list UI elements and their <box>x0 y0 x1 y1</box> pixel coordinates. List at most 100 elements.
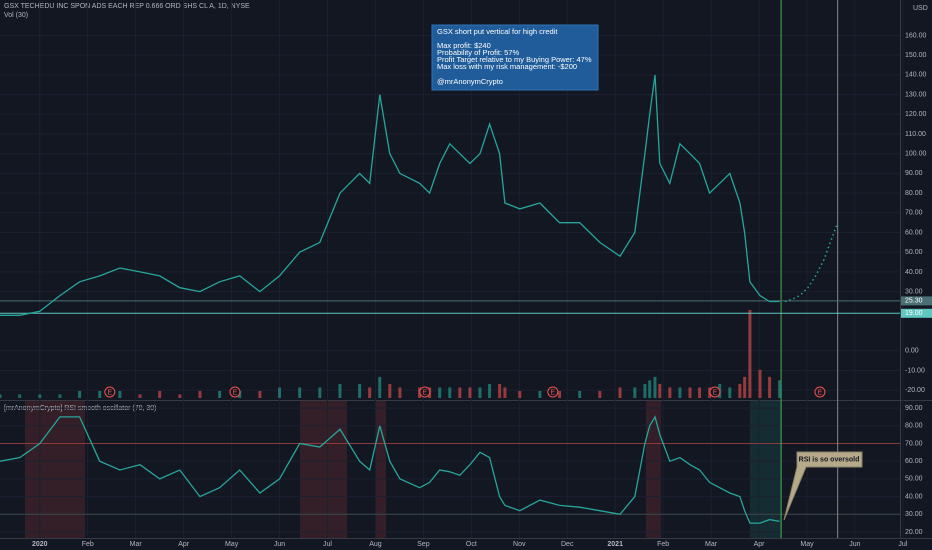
y-tick-label: 100.00 <box>905 151 927 158</box>
x-tick-label: Jun <box>849 541 860 548</box>
volume-bar <box>478 387 482 398</box>
y-tick-label: 60.00 <box>905 229 923 236</box>
rsi-tick-label: 30.00 <box>905 511 923 518</box>
note-background <box>431 24 599 91</box>
volume-bar <box>538 390 542 398</box>
price-label-box <box>901 308 932 318</box>
volume-bar <box>178 394 182 398</box>
callout-shape <box>783 451 863 521</box>
volume-bar <box>698 387 702 398</box>
volume-bar <box>643 383 647 398</box>
volume-bar <box>378 376 382 398</box>
volume-bar <box>658 383 662 398</box>
volume-bar <box>518 390 522 398</box>
volume-bar <box>338 383 342 398</box>
note-line: Max profit: $240 <box>437 41 491 50</box>
y-tick-label: 90.00 <box>905 170 923 177</box>
rsi-line <box>0 415 780 524</box>
price-label-box <box>901 296 932 306</box>
volume-bar <box>438 387 442 398</box>
volume-bar <box>488 383 492 398</box>
y-tick-label: 40.00 <box>905 269 923 276</box>
overbought-zone <box>376 401 386 538</box>
overbought-zone <box>646 401 661 538</box>
y-tick-label: 160.00 <box>905 32 927 39</box>
y-tick-label: -10.00 <box>905 367 925 374</box>
volume-bar <box>38 394 42 398</box>
x-tick-label: 2020 <box>32 541 48 548</box>
rsi-tick-label: 90.00 <box>905 405 923 412</box>
x-tick-label: 2021 <box>607 541 623 548</box>
volume-bar <box>768 376 772 398</box>
earnings-label: E <box>818 389 823 396</box>
earnings-label: E <box>233 389 238 396</box>
rsi-tick-label: 70.00 <box>905 440 923 447</box>
earnings-marker <box>709 386 721 398</box>
note-title: GSX short put vertical for high credit <box>437 27 558 36</box>
note-line: Probability of Profit: 57% <box>437 48 519 57</box>
volume-bar <box>398 387 402 398</box>
note-line: Profit Target relative to my Buying Powe… <box>437 55 592 64</box>
volume-bar <box>728 387 732 398</box>
x-tick-label: Mar <box>705 541 718 548</box>
earnings-marker <box>547 386 559 398</box>
rsi-tick-label: 40.00 <box>905 493 923 500</box>
volume-bar <box>778 380 782 398</box>
earnings-marker <box>814 386 826 398</box>
y-tick-label: 150.00 <box>905 52 927 59</box>
note-box: GSX short put vertical for high credit M… <box>431 24 599 91</box>
overbought-zone <box>25 401 85 538</box>
volume-bar <box>448 387 452 398</box>
volume-bar <box>633 387 637 398</box>
volume-bar <box>598 390 602 398</box>
volume-bar <box>558 390 562 398</box>
earnings-marker <box>104 386 116 398</box>
note-line: Max loss with my risk management: -$200 <box>437 62 577 71</box>
x-tick-label: Jul <box>898 541 907 548</box>
volume-bar <box>0 394 2 398</box>
x-tick-label: Aug <box>369 541 382 548</box>
volume-bar <box>688 387 692 398</box>
volume-bar <box>78 390 82 398</box>
x-tick-label: Oct <box>466 541 477 548</box>
rsi-zones <box>25 401 782 538</box>
x-tick-label: Apr <box>178 541 190 548</box>
volume-bar <box>468 387 472 398</box>
note-line: @mrAnonymCrypto <box>437 77 503 86</box>
volume-bar <box>758 369 762 398</box>
volume-bar <box>738 383 742 398</box>
price-line-series <box>0 74 780 316</box>
rsi-tick-label: 50.00 <box>905 476 923 483</box>
volume-bar <box>653 376 657 398</box>
rsi-tick-label: 20.00 <box>905 529 923 536</box>
x-tick-label: Apr <box>754 541 766 548</box>
x-tick-label: Nov <box>513 541 526 548</box>
volume-bar <box>258 390 262 398</box>
volume-bar <box>743 376 747 398</box>
volume-bar <box>498 383 502 398</box>
earnings-label: E <box>713 389 718 396</box>
volume-bar <box>118 390 122 398</box>
overbought-zone <box>300 401 347 538</box>
volume-bar <box>318 387 322 398</box>
x-tick-label: Dec <box>561 541 574 548</box>
currency: USD <box>913 5 928 12</box>
earnings-label: E <box>551 389 556 396</box>
volume-bar <box>278 387 282 398</box>
volume-bar <box>458 387 462 398</box>
x-tick-label: May <box>800 541 814 548</box>
rsi-tick-label: 80.00 <box>905 423 923 430</box>
volume-bar <box>138 394 142 398</box>
volume-bar <box>668 387 672 398</box>
callout: RSI is so oversold <box>783 451 863 521</box>
x-tick-label: Jun <box>274 541 285 548</box>
earnings-marker <box>229 386 241 398</box>
y-tick-label: 80.00 <box>905 190 923 197</box>
volume-bar <box>748 310 752 398</box>
symbol-title: GSX TECHEDU INC SPON ADS EACH REP 0.666 … <box>4 3 250 10</box>
y-tick-label: 120.00 <box>905 111 927 118</box>
y-tick-label: 70.00 <box>905 210 923 217</box>
callout-text: RSI is so oversold <box>799 456 860 463</box>
volume-bar <box>218 390 222 398</box>
